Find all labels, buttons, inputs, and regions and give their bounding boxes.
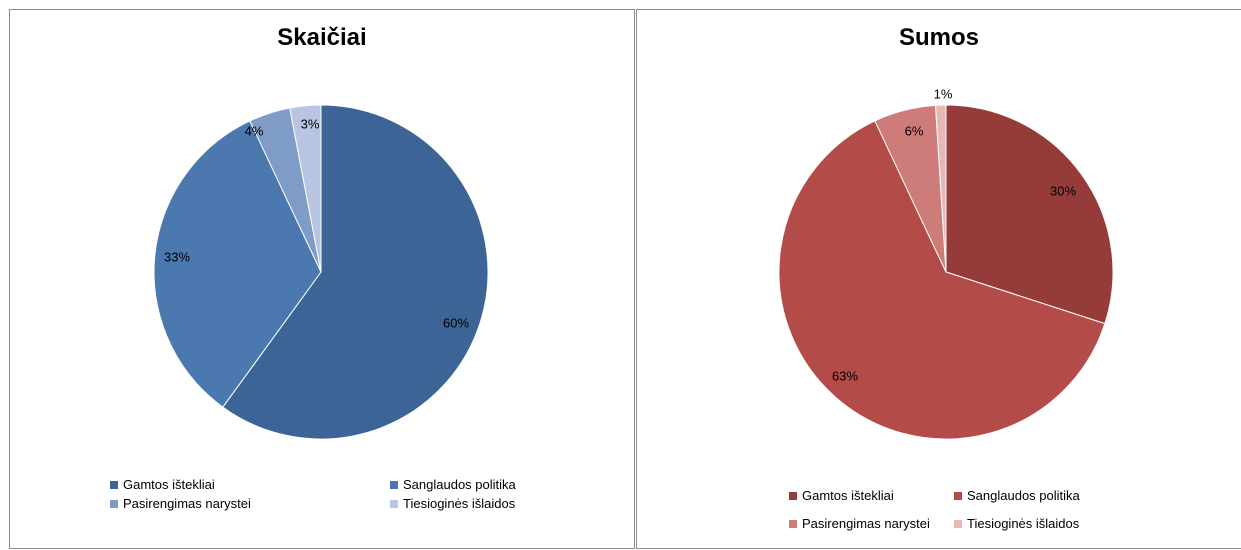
legend-item: Pasirengimas narystei bbox=[789, 516, 930, 531]
legend-item: Tiesioginės išlaidos bbox=[390, 496, 515, 511]
legend-swatch bbox=[954, 491, 962, 500]
legend-label: Gamtos ištekliai bbox=[802, 488, 894, 503]
pie-slice bbox=[222, 104, 489, 440]
legend-label: Sanglaudos politika bbox=[403, 477, 516, 492]
legend-item: Gamtos ištekliai bbox=[789, 488, 894, 503]
legend-label: Gamtos ištekliai bbox=[123, 477, 215, 492]
chart-panel-skaiciai: Skaičiai 60% 33% 4% 3% Gamtos ištekliai Sang… bbox=[9, 9, 635, 549]
legend-item: Pasirengimas narystei bbox=[110, 496, 251, 511]
pie-slice bbox=[153, 120, 322, 408]
legend-label: Tiesioginės išlaidos bbox=[967, 516, 1080, 531]
slice-data-label: 60% bbox=[443, 315, 469, 330]
slice-data-label: 33% bbox=[164, 249, 190, 264]
legend-item: Sanglaudos politika bbox=[954, 488, 1080, 503]
legend-label: Pasirengimas narystei bbox=[802, 516, 930, 531]
slice-data-label: 4% bbox=[245, 123, 264, 138]
legend-item: Gamtos ištekliai bbox=[110, 477, 215, 492]
chart-panel-sumos: Sumos 30% 63% 6% 1% Gamtos ištekliai Sanglau… bbox=[636, 9, 1241, 549]
slice-data-label: 1% bbox=[934, 86, 953, 101]
legend-item: Tiesioginės išlaidos bbox=[954, 516, 1079, 531]
legend-label: Pasirengimas narystei bbox=[123, 496, 251, 511]
pie-slice bbox=[934, 104, 947, 273]
legend-item: Sanglaudos politika bbox=[390, 477, 516, 492]
legend-swatch bbox=[954, 519, 962, 528]
slice-data-label: 3% bbox=[301, 116, 320, 131]
pie-slice bbox=[778, 120, 1106, 440]
legend-label: Sanglaudos politika bbox=[967, 488, 1080, 503]
pie-slice bbox=[289, 104, 322, 273]
legend-swatch bbox=[390, 480, 398, 489]
slice-data-label: 6% bbox=[905, 123, 924, 138]
legend-swatch bbox=[110, 499, 118, 508]
legend-swatch bbox=[390, 499, 398, 508]
legend-swatch bbox=[789, 491, 797, 500]
legend-swatch bbox=[789, 519, 797, 528]
pie-slice bbox=[945, 104, 1114, 325]
slice-data-label: 63% bbox=[832, 368, 858, 383]
pie-chart-sumos: 30% 63% 6% 1% bbox=[778, 86, 1114, 440]
legend-swatch bbox=[110, 480, 118, 489]
pie-chart-skaiciai: 60% 33% 4% 3% bbox=[153, 104, 489, 440]
chart-title: Sumos bbox=[898, 24, 979, 51]
legend-label: Tiesioginės išlaidos bbox=[403, 496, 516, 511]
slice-data-label: 30% bbox=[1050, 183, 1076, 198]
chart-title: Skaičiai bbox=[277, 24, 367, 51]
